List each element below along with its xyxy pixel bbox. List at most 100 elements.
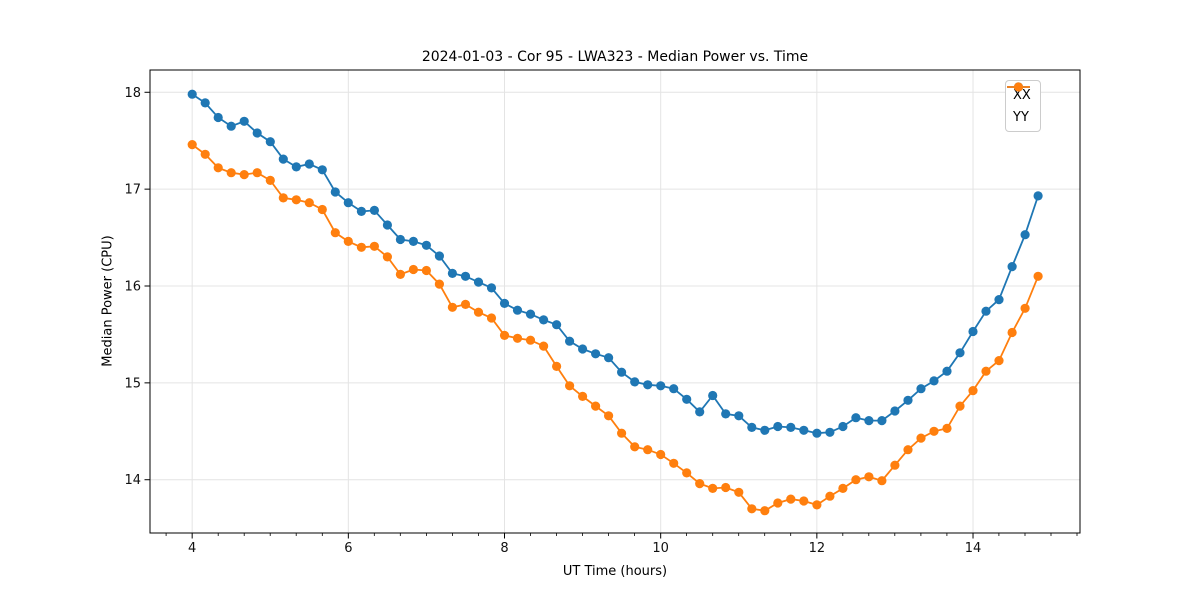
data-point-YY <box>591 401 601 411</box>
data-point-XX <box>213 112 223 123</box>
data-point-XX <box>877 416 887 426</box>
y-axis-label: Median Power (CPU) <box>100 235 116 367</box>
data-point-YY <box>903 445 913 455</box>
data-point-XX <box>968 326 978 337</box>
data-point-XX <box>994 295 1004 305</box>
data-point-YY <box>421 265 431 276</box>
y-tick-label: 14 <box>124 473 141 488</box>
data-point-YY <box>747 504 757 514</box>
data-point-YY <box>187 140 197 150</box>
x-tick-label: 4 <box>188 541 196 556</box>
data-point-YY <box>408 264 418 275</box>
data-point-YY <box>799 496 809 506</box>
x-tick-label: 12 <box>809 541 826 556</box>
data-point-YY <box>552 361 562 371</box>
data-point-XX <box>434 251 444 261</box>
data-point-YY <box>851 475 861 485</box>
data-point-YY <box>200 149 210 159</box>
data-point-YY <box>669 458 679 468</box>
data-point-XX <box>617 367 627 377</box>
data-point-XX <box>981 306 991 316</box>
data-point-XX <box>669 384 679 394</box>
data-point-YY <box>343 236 353 246</box>
data-point-YY <box>278 193 288 203</box>
data-point-XX <box>890 406 900 416</box>
data-point-XX <box>421 240 431 250</box>
data-point-YY <box>929 426 939 436</box>
data-point-XX <box>291 162 301 172</box>
data-point-XX <box>721 409 731 419</box>
data-point-XX <box>539 315 549 325</box>
data-point-YY <box>812 500 822 510</box>
data-point-YY <box>226 168 236 178</box>
data-point-XX <box>591 349 601 359</box>
data-point-YY <box>630 442 640 452</box>
chart-title: 2024-01-03 - Cor 95 - LWA323 - Median Po… <box>421 49 809 65</box>
data-point-YY <box>213 163 223 173</box>
data-point-YY <box>539 341 549 351</box>
data-point-XX <box>1020 230 1030 240</box>
data-point-YY <box>968 386 978 396</box>
data-point-YY <box>955 401 965 411</box>
data-point-YY <box>252 168 262 178</box>
data-point-XX <box>304 159 314 169</box>
data-point-YY <box>604 411 614 421</box>
data-point-XX <box>578 344 588 354</box>
data-point-YY <box>460 299 471 309</box>
x-axis-label: UT Time (hours) <box>562 564 668 579</box>
data-point-XX <box>955 348 965 358</box>
data-point-XX <box>187 89 197 99</box>
data-point-YY <box>356 242 366 252</box>
data-point-YY <box>395 269 405 279</box>
y-tick-label: 16 <box>124 280 141 295</box>
data-point-YY <box>877 476 887 486</box>
data-point-XX <box>525 309 536 319</box>
data-point-YY <box>447 302 457 312</box>
data-point-YY <box>317 204 327 215</box>
data-point-YY <box>695 479 705 489</box>
data-point-XX <box>643 380 653 390</box>
data-point-XX <box>408 236 418 246</box>
data-point-XX <box>656 381 666 391</box>
y-tick-label: 18 <box>124 86 141 101</box>
x-tick-label: 14 <box>965 541 982 556</box>
data-point-YY <box>1020 303 1030 313</box>
data-point-YY <box>942 423 952 433</box>
data-point-XX <box>1033 191 1043 201</box>
data-point-XX <box>604 353 614 363</box>
data-point-XX <box>799 425 809 435</box>
data-point-XX <box>734 411 744 421</box>
data-point-YY <box>369 241 379 251</box>
data-point-YY <box>773 498 783 508</box>
data-point-XX <box>851 413 861 423</box>
data-point-YY <box>525 335 536 345</box>
data-point-XX <box>265 137 275 147</box>
data-point-YY <box>890 460 900 470</box>
data-point-YY <box>786 494 796 504</box>
data-point-YY <box>265 175 275 185</box>
legend-entry-yy: YY <box>1007 82 1031 126</box>
legend-line-marker-icon <box>1007 82 1030 92</box>
data-point-YY <box>864 472 874 482</box>
data-point-XX <box>786 422 796 432</box>
legend-label: YY <box>1013 109 1029 125</box>
series-XX <box>187 89 1043 438</box>
data-point-YY <box>304 198 314 208</box>
data-point-YY <box>1007 327 1017 338</box>
data-point-XX <box>825 427 835 437</box>
data-point-XX <box>838 421 848 432</box>
data-point-YY <box>499 330 510 340</box>
x-tick-label: 10 <box>652 541 669 556</box>
data-point-YY <box>656 449 666 460</box>
data-point-XX <box>512 305 523 315</box>
data-point-XX <box>630 377 640 387</box>
data-point-XX <box>369 205 379 215</box>
data-point-YY <box>708 483 718 493</box>
data-point-XX <box>682 394 692 404</box>
data-point-YY <box>291 195 301 205</box>
data-point-XX <box>565 336 575 346</box>
data-point-YY <box>734 487 744 497</box>
data-point-XX <box>278 154 288 164</box>
data-point-YY <box>760 506 770 516</box>
